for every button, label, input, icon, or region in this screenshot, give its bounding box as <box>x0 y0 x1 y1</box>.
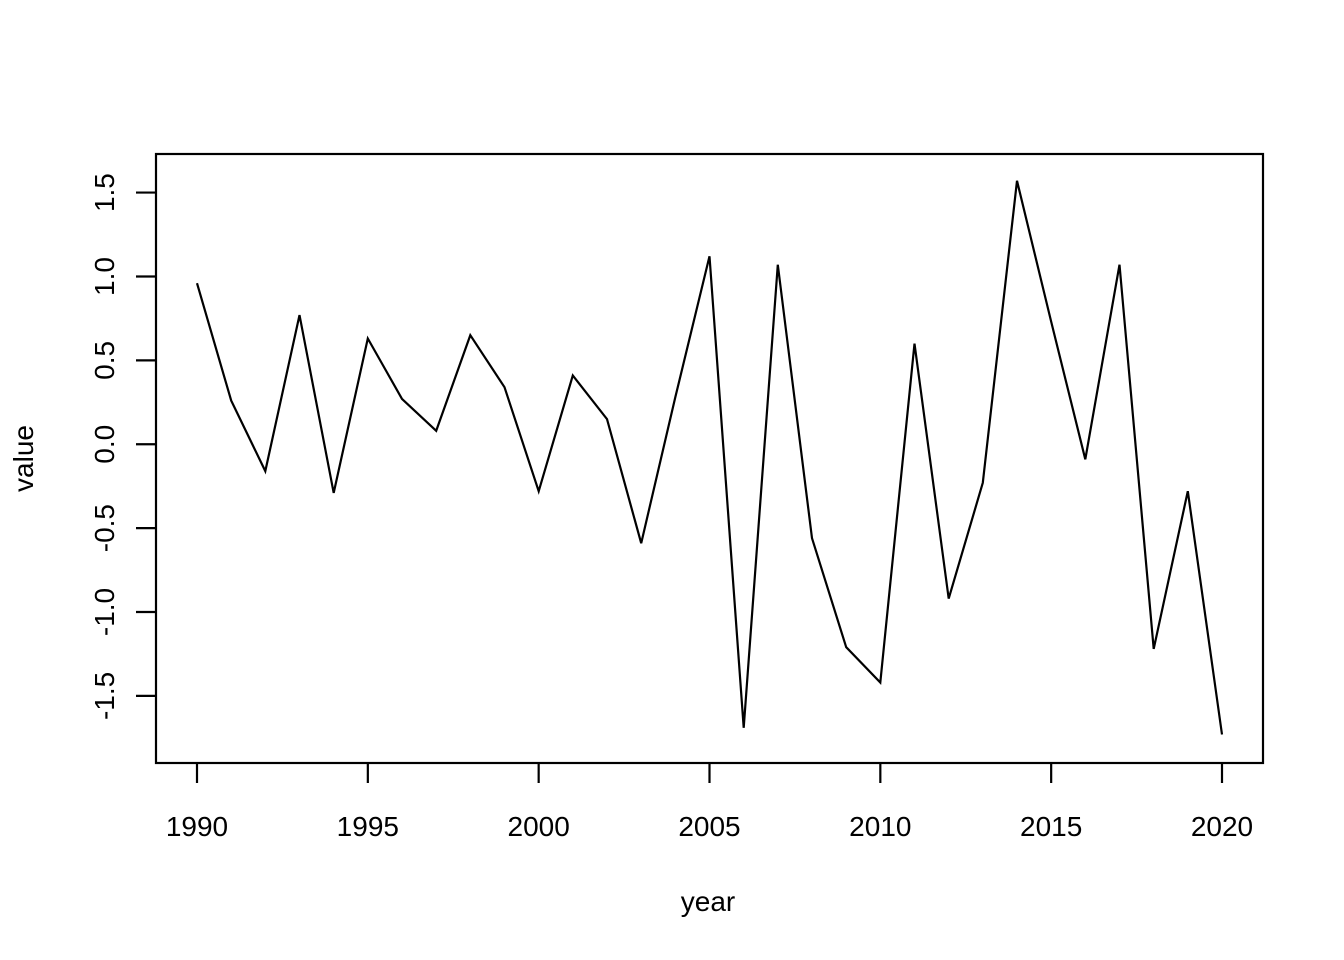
x-tick-label: 1990 <box>166 811 228 842</box>
x-tick-label: 2010 <box>849 811 911 842</box>
x-tick-label: 2020 <box>1191 811 1253 842</box>
y-tick-label: 1.5 <box>89 173 120 212</box>
x-tick-label: 1995 <box>337 811 399 842</box>
x-tick-label: 2005 <box>678 811 740 842</box>
y-axis-title: value <box>8 425 39 492</box>
y-tick-label: 0.5 <box>89 341 120 380</box>
x-tick-label: 2015 <box>1020 811 1082 842</box>
y-tick-label: -1.5 <box>89 672 120 720</box>
x-tick-label: 2000 <box>508 811 570 842</box>
y-tick-label: -1.0 <box>89 588 120 636</box>
y-tick-label: 1.0 <box>89 257 120 296</box>
data-line <box>195 180 1224 735</box>
plot-border <box>154 152 1265 765</box>
y-tick-label: 0.0 <box>89 425 120 464</box>
y-tick-label: -0.5 <box>89 504 120 552</box>
x-axis-title: year <box>681 886 735 917</box>
